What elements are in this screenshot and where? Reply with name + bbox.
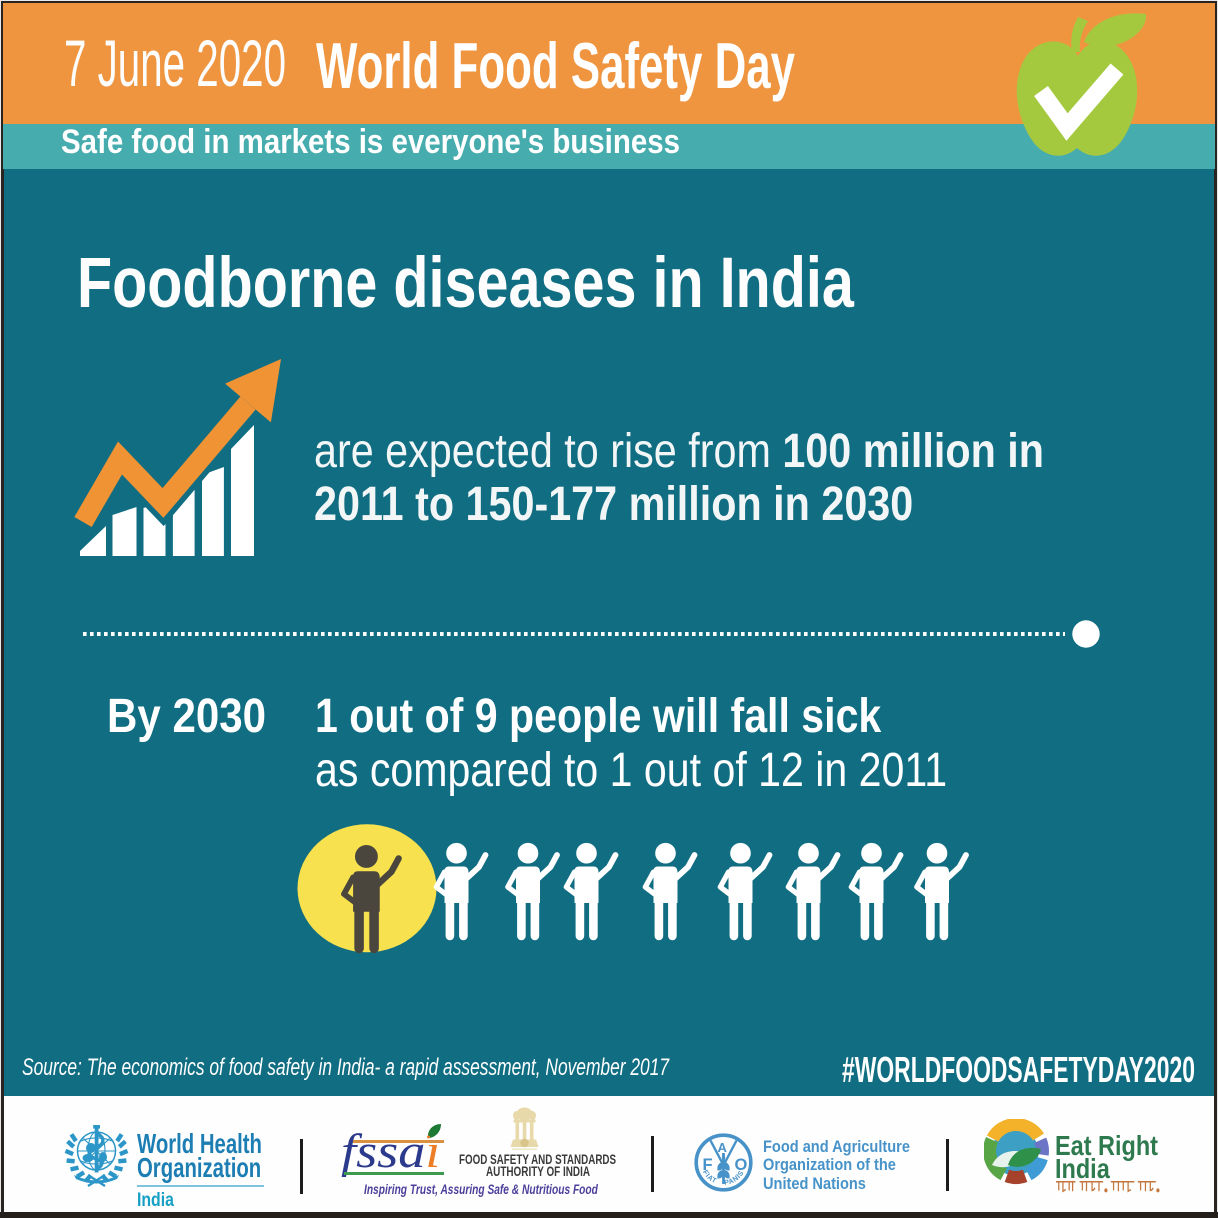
svg-text:A: A bbox=[718, 1140, 728, 1155]
svg-text:F: F bbox=[703, 1156, 713, 1174]
svg-text:O: O bbox=[735, 1156, 748, 1174]
